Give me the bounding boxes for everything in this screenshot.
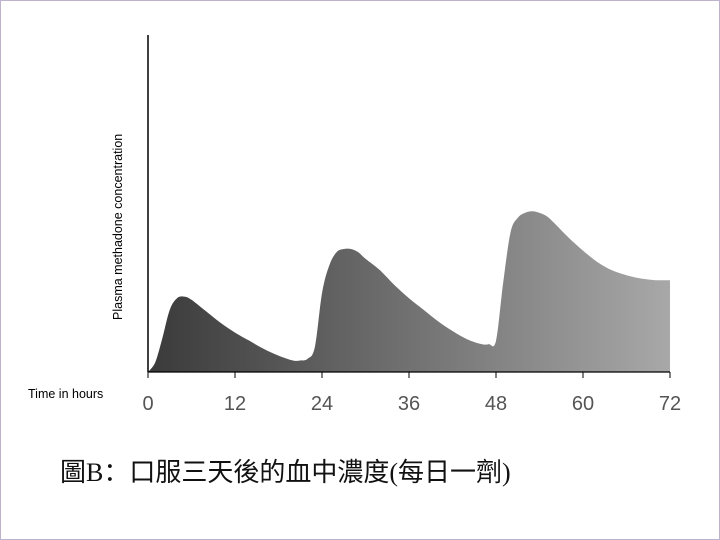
y-axis-label: Plasma methadone concentration: [111, 134, 125, 320]
x-tick-label: 72: [659, 393, 681, 415]
x-tick-label: 24: [311, 393, 333, 415]
x-tick-group: 0 12 24 36 48 60 72: [142, 372, 681, 415]
x-tick-label: 36: [398, 393, 420, 415]
x-tick-label: 48: [485, 393, 507, 415]
x-tick-label: 0: [142, 393, 153, 415]
x-tick-label: 12: [224, 393, 246, 415]
concentration-area: [148, 211, 670, 372]
x-tick-label: 60: [572, 393, 594, 415]
x-axis-label: Time in hours: [28, 387, 103, 401]
figure-caption: 圖B：口服三天後的血中濃度(每日一劑): [60, 458, 511, 487]
